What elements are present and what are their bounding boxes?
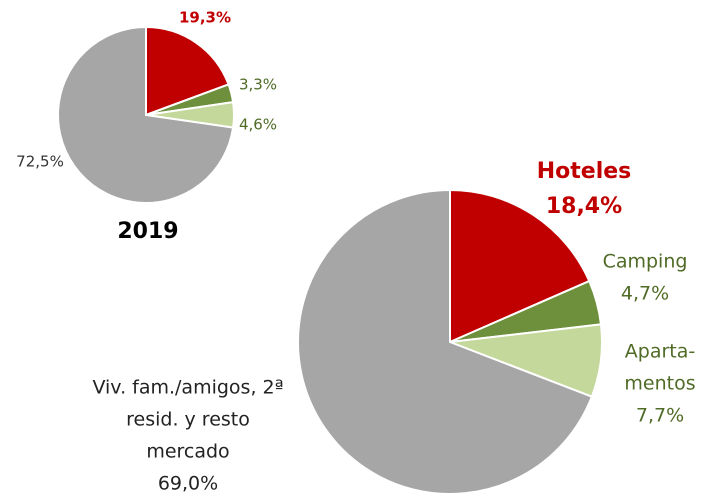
category-label: mentos	[624, 373, 695, 395]
value-label: 7,7%	[636, 405, 684, 427]
category-label: Aparta-	[625, 341, 695, 363]
category-label: mercado	[146, 441, 229, 463]
pie-slice	[297, 188, 594, 495]
value-label: 4,7%	[621, 283, 669, 305]
chart-title: 2019	[117, 219, 178, 244]
pie-slice	[145, 25, 230, 117]
category-label: Hoteles	[537, 159, 632, 184]
value-label: 72,5%	[16, 153, 64, 171]
category-label: Camping	[603, 251, 688, 273]
value-label: 4,6%	[239, 116, 277, 134]
pie-slice	[57, 25, 235, 204]
category-label: resid. y resto	[126, 409, 250, 431]
value-label: 3,3%	[239, 76, 277, 94]
value-label: 69,0%	[158, 473, 218, 495]
value-label: 19,3%	[179, 9, 231, 27]
pie-slice	[449, 188, 591, 344]
category-label: Viv. fam./amigos, 2ª	[92, 377, 283, 399]
value-label: 18,4%	[546, 194, 622, 219]
